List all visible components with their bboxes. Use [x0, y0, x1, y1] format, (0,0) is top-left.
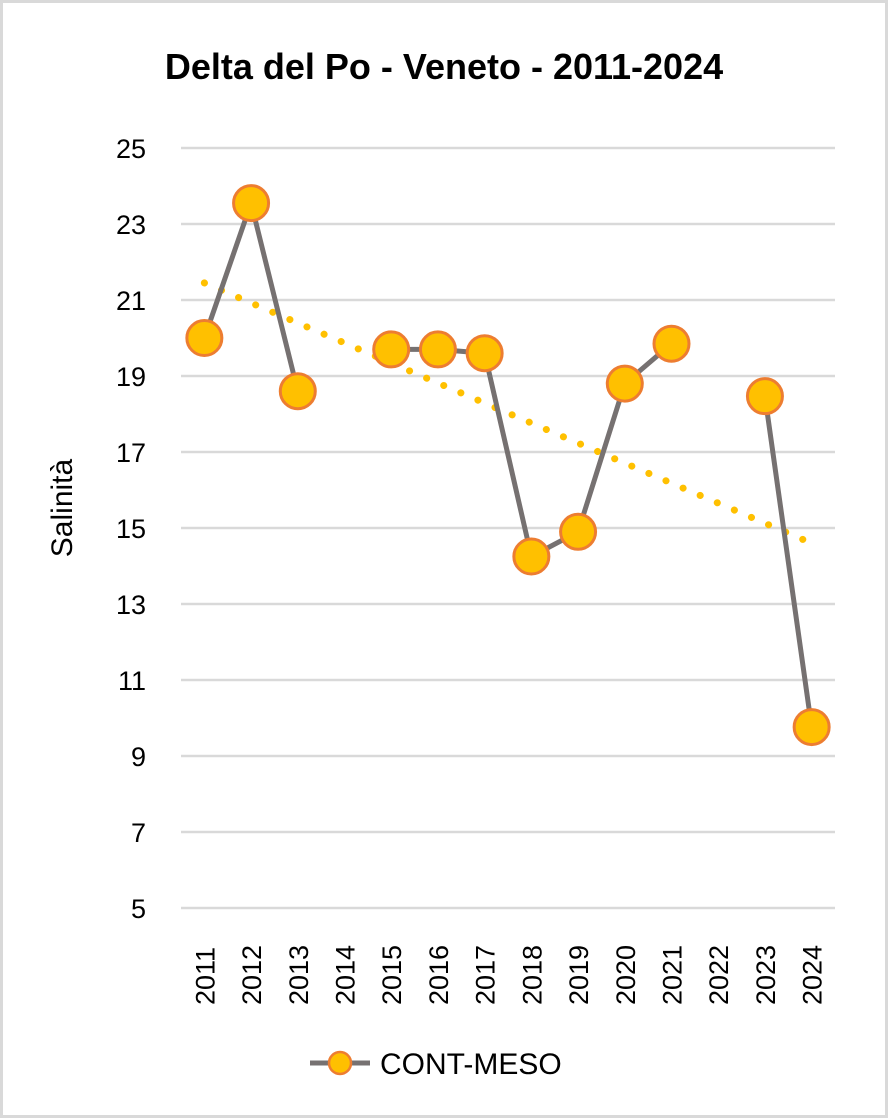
series-segment [201, 200, 254, 341]
data-point-2015 [372, 330, 411, 369]
trendline [200, 279, 816, 547]
legend: CONT-MESO [310, 1048, 562, 1081]
y-tick-label: 15 [116, 514, 146, 544]
x-tick-label: 2013 [284, 945, 314, 1005]
x-tick-label: 2019 [564, 945, 594, 1005]
y-tick-label: 7 [131, 818, 146, 848]
x-tick-labels: 2011 2012 2013 2014 2015 2016 2017 2018 2019 2020… [190, 945, 827, 1005]
series-segment [575, 381, 628, 535]
y-tick-label: 19 [116, 362, 146, 392]
legend-label: CONT-MESO [380, 1048, 562, 1081]
x-tick-label: 2020 [611, 945, 641, 1005]
data-point-2021 [652, 324, 691, 363]
y-tick-label: 5 [131, 894, 146, 924]
data-point-2017 [465, 334, 504, 373]
gridlines [181, 146, 835, 910]
x-tick-label: 2024 [798, 945, 828, 1005]
data-point-2020 [605, 364, 644, 403]
data-point-2019 [559, 512, 598, 551]
series-cont-meso [185, 184, 831, 747]
data-point-2012 [232, 184, 271, 223]
y-tick-label: 23 [116, 210, 146, 240]
trendline-path [200, 279, 816, 547]
y-tick-label: 11 [118, 666, 146, 696]
data-point-2013 [278, 372, 317, 411]
data-point-2016 [418, 330, 457, 369]
x-tick-label: 2015 [377, 945, 407, 1005]
x-tick-label: 2023 [751, 945, 781, 1005]
x-tick-label: 2018 [517, 945, 547, 1005]
y-tick-label: 25 [116, 134, 146, 164]
x-tick-label: 2016 [424, 945, 454, 1005]
y-tick-label: 17 [116, 438, 146, 468]
x-tick-label: 2011 [190, 947, 220, 1005]
legend-marker-icon [327, 1050, 353, 1076]
x-tick-label: 2017 [471, 945, 501, 1005]
y-tick-labels: 25 23 21 19 17 15 13 11 9 7 5 [116, 134, 146, 924]
series-segment [482, 350, 534, 559]
series-segment [762, 393, 815, 730]
chart-title: Delta del Po - Veneto - 2011-2024 [165, 46, 723, 87]
data-point-2024 [792, 708, 831, 747]
y-axis-label: Salinità [46, 458, 79, 557]
data-point-2018 [512, 537, 551, 576]
y-tick-label: 9 [131, 742, 146, 772]
data-point-2023 [745, 377, 784, 416]
x-tick-label: 2014 [331, 945, 361, 1005]
series-segment [248, 200, 301, 394]
y-tick-label: 13 [116, 590, 146, 620]
x-tick-label: 2012 [237, 945, 267, 1005]
y-tick-label: 21 [116, 286, 146, 316]
data-point-2011 [185, 319, 224, 357]
x-tick-label: 2022 [704, 945, 734, 1005]
x-tick-label: 2021 [658, 945, 688, 1005]
